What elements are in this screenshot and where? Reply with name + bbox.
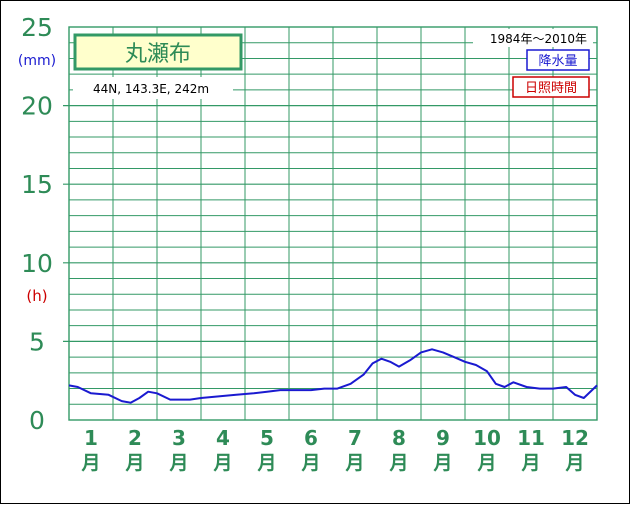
x-tick-number: 12 xyxy=(561,426,589,450)
x-tick-number: 6 xyxy=(304,426,318,450)
y-tick-labels: 0 5 10 15 20 25 xyxy=(21,13,53,435)
y-tick-label: 20 xyxy=(21,92,53,121)
x-tick-10: 10月 xyxy=(473,426,501,474)
unit-h-label: (h) xyxy=(26,287,47,305)
legend: 降水量 日照時間 xyxy=(512,49,590,98)
x-tick-suffix: 月 xyxy=(212,452,232,474)
x-tick-suffix: 月 xyxy=(564,452,584,474)
plot-border xyxy=(68,26,598,421)
y-tick-label: 0 xyxy=(29,406,45,435)
legend-precip-box xyxy=(526,49,590,71)
x-tick-suffix: 月 xyxy=(300,452,320,474)
x-tick-6: 6月 xyxy=(300,426,320,474)
title-box: 丸瀬布 xyxy=(73,33,243,71)
legend-sunshine: 日照時間 xyxy=(525,81,577,96)
x-tick-number: 10 xyxy=(473,426,501,450)
x-tick-suffix: 月 xyxy=(124,452,144,474)
x-tick-number: 4 xyxy=(216,426,230,450)
x-tick-4: 4月 xyxy=(212,426,232,474)
legend-sunshine-box xyxy=(512,76,590,98)
x-tick-number: 8 xyxy=(392,426,406,450)
location-label: 44N, 143.3E, 242m xyxy=(93,82,209,96)
location-bg xyxy=(73,77,233,99)
x-tick-number: 11 xyxy=(517,426,545,450)
series-line-precip xyxy=(68,348,598,404)
x-tick-3: 3月 xyxy=(168,426,188,474)
x-tick-number: 9 xyxy=(436,426,450,450)
y-tick-label: 15 xyxy=(21,170,53,199)
grid xyxy=(63,26,598,421)
unit-mm-label: (mm) xyxy=(18,53,56,69)
x-tick-number: 7 xyxy=(348,426,362,450)
x-tick-7: 7月 xyxy=(344,426,364,474)
x-tick-suffix: 月 xyxy=(520,452,540,474)
title-box-frame xyxy=(73,33,243,71)
period-label: 1984年〜2010年 xyxy=(490,32,587,46)
legend-precip: 降水量 xyxy=(538,54,577,69)
x-tick-12: 12月 xyxy=(561,426,589,474)
x-tick-1: 1月 xyxy=(80,426,100,474)
y-tick-label: 5 xyxy=(29,327,45,356)
x-tick-9: 9月 xyxy=(432,426,452,474)
x-tick-suffix: 月 xyxy=(344,452,364,474)
series-group xyxy=(68,348,598,404)
y-tick-label: 25 xyxy=(21,13,53,42)
x-tick-suffix: 月 xyxy=(80,452,100,474)
x-tick-number: 2 xyxy=(128,426,142,450)
x-tick-suffix: 月 xyxy=(432,452,452,474)
x-tick-suffix: 月 xyxy=(168,452,188,474)
x-tick-number: 1 xyxy=(84,426,98,450)
y-tick-label: 10 xyxy=(21,249,53,278)
period-bg xyxy=(473,29,593,47)
x-tick-suffix: 月 xyxy=(256,452,276,474)
chart-title: 丸瀬布 xyxy=(125,42,191,67)
x-tick-number: 5 xyxy=(260,426,274,450)
x-tick-11: 11月 xyxy=(517,426,545,474)
x-tick-number: 3 xyxy=(172,426,186,450)
x-tick-2: 2月 xyxy=(124,426,144,474)
x-tick-5: 5月 xyxy=(256,426,276,474)
x-tick-suffix: 月 xyxy=(476,452,496,474)
x-tick-suffix: 月 xyxy=(388,452,408,474)
x-tick-8: 8月 xyxy=(388,426,408,474)
